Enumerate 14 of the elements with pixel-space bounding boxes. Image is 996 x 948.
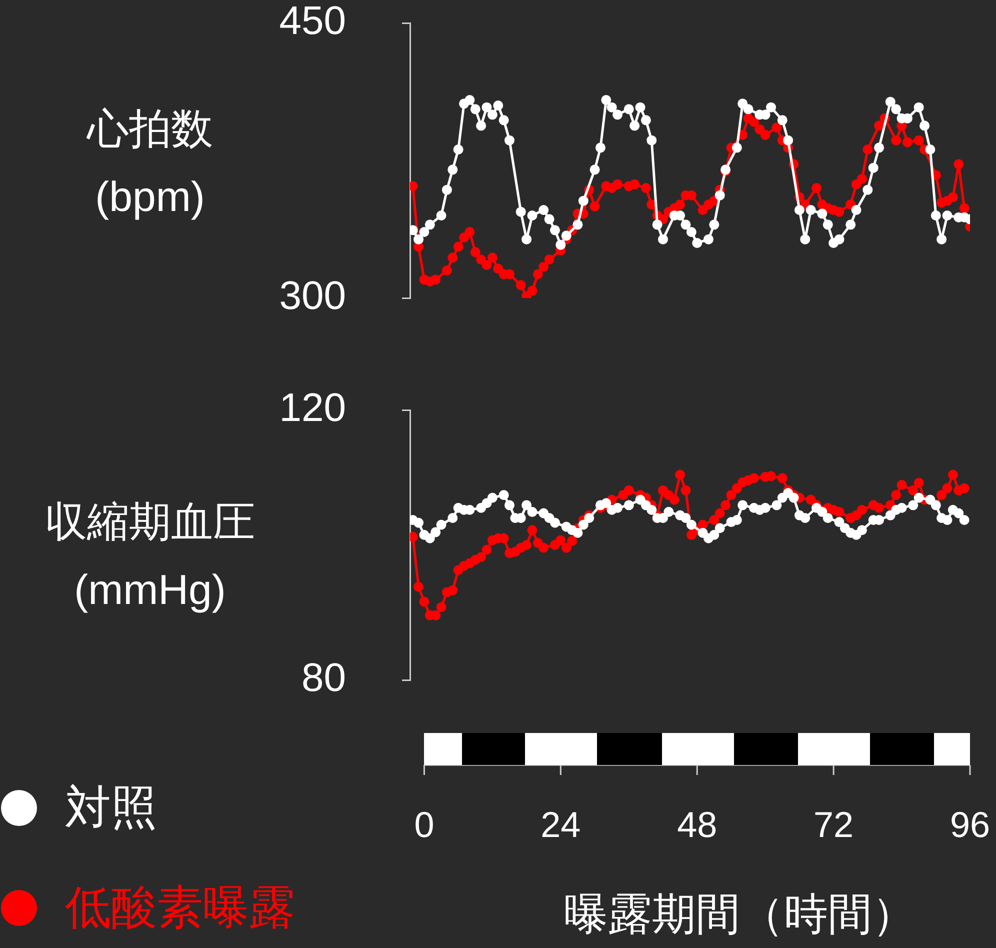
x-tick-label: 48 <box>677 804 718 845</box>
x-tick-label: 96 <box>950 804 990 845</box>
y-tick-label: 120 <box>279 386 346 430</box>
y-tick-label: 300 <box>279 274 346 318</box>
x-axis-title: 曝露期間（時間） <box>563 889 917 941</box>
y-axis-title: 収縮期血圧 (mmHg) <box>44 497 256 615</box>
y-axis-title: 心拍数 (bpm) <box>85 104 214 222</box>
x-tick-label: 24 <box>540 804 581 845</box>
x-tick-label: 72 <box>814 804 854 845</box>
legend-label: 低酸素曝露 <box>65 880 295 935</box>
legend-label: 対照 <box>65 780 157 835</box>
y-tick-label: 80 <box>302 656 346 700</box>
x-tick-label: 0 <box>414 804 434 845</box>
y-tick-label: 450 <box>279 0 346 44</box>
